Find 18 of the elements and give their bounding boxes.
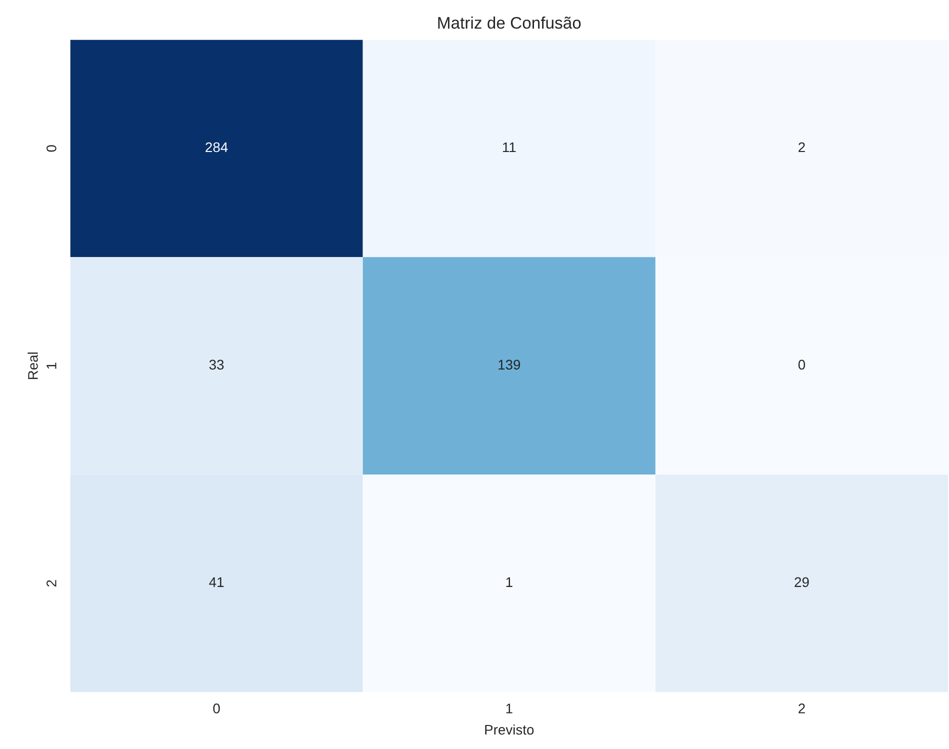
data-label: 0 bbox=[798, 360, 806, 370]
y-tick-label: 1 bbox=[46, 362, 56, 369]
y-tick-label: 2 bbox=[46, 580, 56, 587]
x-tick-label: 1 bbox=[506, 704, 512, 714]
x-axis-title: Previsto bbox=[485, 724, 534, 735]
data-label: 2 bbox=[798, 142, 805, 152]
y-tick-label: 0 bbox=[46, 145, 56, 152]
data-label: 29 bbox=[794, 577, 809, 588]
data-label: 1 bbox=[506, 577, 512, 587]
data-label: 41 bbox=[209, 577, 224, 587]
data-label: 139 bbox=[498, 360, 520, 370]
data-label: 33 bbox=[209, 360, 224, 370]
data-label: 11 bbox=[502, 142, 516, 152]
x-tick-label: 2 bbox=[798, 704, 805, 714]
data-label: 284 bbox=[206, 142, 228, 152]
x-tick-label: 0 bbox=[213, 704, 220, 714]
chart-title: Matriz de Confusão bbox=[438, 16, 581, 29]
y-axis-title: Real bbox=[28, 352, 38, 380]
